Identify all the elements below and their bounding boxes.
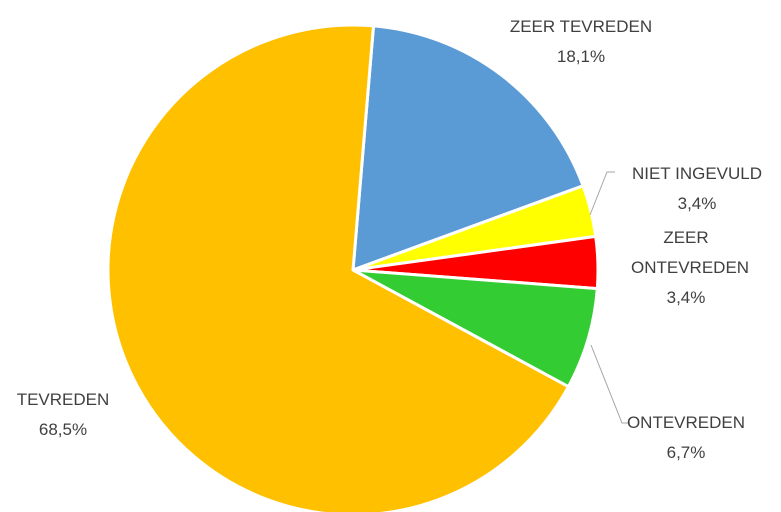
value-label: 6,7% xyxy=(666,443,706,462)
value-label: 3,4% xyxy=(677,194,717,213)
value-label: 18,1% xyxy=(556,47,606,66)
data-label: ZEER ONTEVREDEN 3,4% xyxy=(631,223,750,313)
leader-line xyxy=(589,171,615,216)
value-label: 68,5% xyxy=(38,420,88,439)
category-label: NIET INGEVULD xyxy=(631,164,763,183)
category-label: TEVREDEN xyxy=(16,390,110,409)
value-label: 3,4% xyxy=(666,288,706,307)
category-label: ONTEVREDEN xyxy=(626,413,746,432)
pie-slice xyxy=(106,23,570,512)
data-label: ZEER TEVREDEN 18,1% xyxy=(481,12,681,72)
leader-line xyxy=(590,344,630,424)
data-label: ONTEVREDEN 6,7% xyxy=(586,408,781,468)
category-label: ZEER ONTEVREDEN xyxy=(631,228,750,277)
category-label: ZEER TEVREDEN xyxy=(509,17,653,36)
data-label: NIET INGEVULD 3,4% xyxy=(597,159,781,219)
data-label: TEVREDEN 68,5% xyxy=(3,385,123,445)
pie-slice xyxy=(351,24,585,272)
